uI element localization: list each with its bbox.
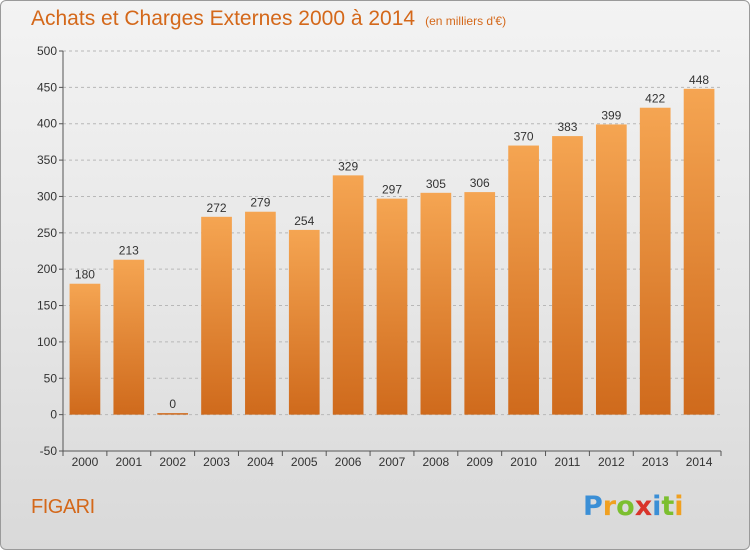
x-tick-label-2008: 2008 bbox=[423, 455, 450, 469]
y-tick-label: 350 bbox=[37, 153, 57, 167]
logo-letter: i bbox=[674, 491, 684, 522]
chart-subtitle: (en milliers d'€) bbox=[425, 14, 507, 28]
value-label-2007: 297 bbox=[382, 183, 402, 197]
x-tick-label-2001: 2001 bbox=[115, 455, 142, 469]
y-tick-label: 300 bbox=[37, 189, 57, 203]
value-label-2000: 180 bbox=[75, 268, 95, 282]
proxiti-logo[interactable]: Proxiti bbox=[583, 491, 684, 522]
bar-2014 bbox=[683, 88, 715, 415]
chart-title: Achats et Charges Externes 2000 à 2014 (e… bbox=[31, 7, 506, 31]
bar-2004 bbox=[245, 211, 276, 415]
title-text: Achats et Charges Externes 2000 à 2014 bbox=[31, 7, 416, 30]
logo-letter: x bbox=[634, 491, 653, 522]
y-tick-label: 250 bbox=[37, 226, 57, 240]
x-tick-label-2002: 2002 bbox=[159, 455, 186, 469]
value-label-2011: 383 bbox=[557, 120, 577, 134]
x-tick-label-2005: 2005 bbox=[291, 455, 318, 469]
value-label-2001: 213 bbox=[119, 244, 139, 258]
value-label-2010: 370 bbox=[514, 130, 534, 144]
x-tick-label-2012: 2012 bbox=[598, 455, 625, 469]
y-tick-label: 450 bbox=[37, 80, 57, 94]
value-label-2014: 448 bbox=[689, 73, 709, 87]
x-tick-label-2003: 2003 bbox=[203, 455, 230, 469]
bar-2012 bbox=[595, 124, 627, 415]
logo-letter: P bbox=[583, 491, 603, 522]
value-label-2013: 422 bbox=[645, 92, 665, 106]
bar-2000 bbox=[69, 283, 101, 415]
logo-letter: t bbox=[661, 491, 675, 522]
value-label-2002: 0 bbox=[169, 397, 176, 411]
y-tick-label: 100 bbox=[37, 335, 57, 349]
bar-2006 bbox=[332, 175, 364, 415]
bar-2009 bbox=[464, 192, 496, 415]
y-tick-label: 500 bbox=[37, 44, 57, 58]
x-tick-label-2011: 2011 bbox=[555, 455, 581, 469]
value-label-2003: 272 bbox=[207, 201, 227, 215]
y-tick-label: 200 bbox=[37, 262, 57, 276]
x-tick-label-2007: 2007 bbox=[379, 455, 406, 469]
value-label-2009: 306 bbox=[470, 176, 490, 190]
logo-letter: o bbox=[616, 491, 635, 522]
value-label-2012: 399 bbox=[601, 108, 621, 122]
value-label-2008: 305 bbox=[426, 177, 446, 191]
y-tick-label: -50 bbox=[40, 444, 58, 458]
bar-2002 bbox=[157, 413, 189, 415]
y-tick-label: 0 bbox=[50, 408, 57, 422]
x-tick-label-2010: 2010 bbox=[510, 455, 537, 469]
bar-2005 bbox=[288, 229, 320, 415]
bar-2001 bbox=[113, 259, 145, 415]
value-label-2005: 254 bbox=[294, 214, 314, 228]
bar-2010 bbox=[508, 145, 539, 415]
y-tick-label: 150 bbox=[37, 299, 57, 313]
x-tick-label-2006: 2006 bbox=[335, 455, 362, 469]
value-label-2004: 279 bbox=[250, 196, 270, 210]
y-tick-label: 400 bbox=[37, 117, 57, 131]
commune-name: FIGARI bbox=[31, 496, 95, 518]
x-tick-label-2014: 2014 bbox=[686, 455, 713, 469]
bar-2013 bbox=[639, 107, 671, 415]
bar-2003 bbox=[201, 216, 232, 415]
logo-letter: r bbox=[602, 491, 617, 522]
x-tick-label-2009: 2009 bbox=[466, 455, 493, 469]
value-label-2006: 329 bbox=[338, 159, 358, 173]
y-tick-label: 50 bbox=[44, 371, 58, 385]
bar-2008 bbox=[420, 192, 452, 415]
bar-2011 bbox=[552, 136, 583, 415]
x-tick-label-2013: 2013 bbox=[642, 455, 669, 469]
bar-2007 bbox=[376, 198, 408, 415]
logo-letter: i bbox=[652, 491, 662, 522]
x-tick-label-2004: 2004 bbox=[247, 455, 274, 469]
x-tick-label-2000: 2000 bbox=[72, 455, 99, 469]
